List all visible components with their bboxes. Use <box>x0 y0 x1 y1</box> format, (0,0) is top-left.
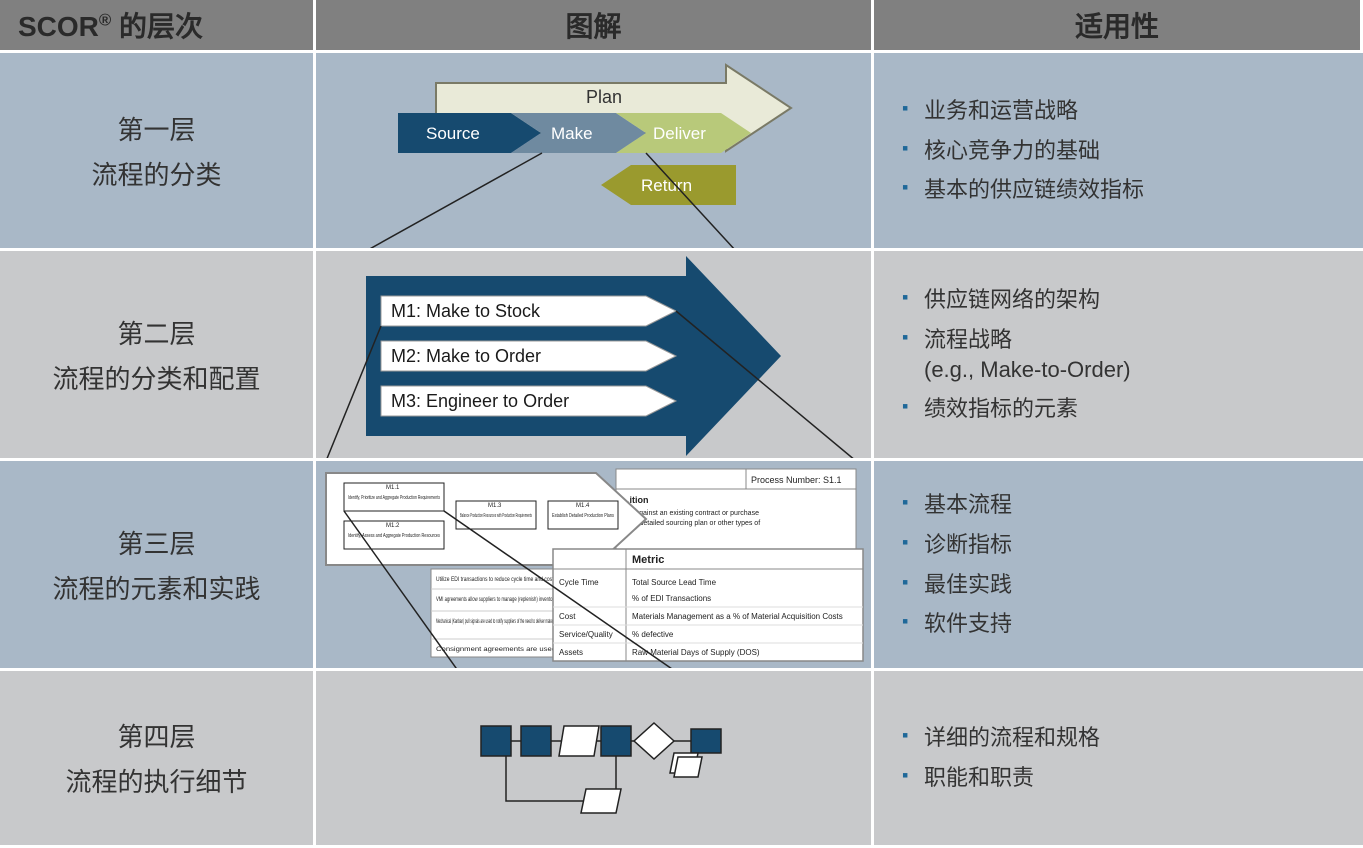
best-practices-panel: Utilize EDI transactions to reduce cycle… <box>431 569 561 657</box>
l3-item: 软件支持 <box>902 604 1363 644</box>
proc-num: Process Number: S1.1 <box>751 475 842 485</box>
m2-row: M2: Make to Order <box>381 341 676 371</box>
scor-l2-svg: M1: Make to Stock M2: Make to Order M3: … <box>316 251 874 461</box>
level4-name: 流程的执行细节 <box>65 762 247 799</box>
metric-hdr: Metric <box>632 554 664 566</box>
svg-text:M1.3: M1.3 <box>488 503 502 509</box>
svg-text:Materials Management as a % of: Materials Management as a % of Material … <box>632 612 843 621</box>
svg-text:Cost: Cost <box>559 612 576 621</box>
source-arrow: Source <box>398 113 541 153</box>
svg-text:M1.2: M1.2 <box>386 523 400 529</box>
level1-name: 流程的分类 <box>91 155 221 192</box>
scor-l4-svg <box>316 671 874 848</box>
svg-text:Total Source Lead Time: Total Source Lead Time <box>632 578 717 587</box>
return-arrow: Return <box>601 165 736 205</box>
svg-text:Balance Production Resources w: Balance Production Resources with Produc… <box>460 513 532 519</box>
m2-label: M2: Make to Order <box>391 346 541 366</box>
l4-item: 详细的流程和规格 <box>902 718 1363 758</box>
svg-text:VMI agreements allow suppliers: VMI agreements allow suppliers to manage… <box>436 597 556 603</box>
level3-name: 流程的元素和实践 <box>52 569 260 606</box>
level4-num: 第四层 <box>117 717 195 754</box>
svg-text:Assets: Assets <box>559 648 583 657</box>
level4-apply: 详细的流程和规格 职能和职责 <box>874 668 1363 845</box>
level2-name: 流程的分类和配置 <box>52 359 260 396</box>
level2-label: 第二层 流程的分类和配置 <box>0 248 316 458</box>
level4-label: 第四层 流程的执行细节 <box>0 668 316 845</box>
svg-text:% defective: % defective <box>632 630 674 639</box>
plan-label: Plan <box>586 87 622 107</box>
level1-label: 第一层 流程的分类 <box>0 50 316 248</box>
deliver-label: Deliver <box>653 124 706 143</box>
svg-text:Cycle Time: Cycle Time <box>559 578 599 587</box>
svg-text:M1.4: M1.4 <box>576 503 590 509</box>
l4-item: 职能和职责 <box>902 758 1363 798</box>
header-levels: SCOR® 的层次 <box>0 0 316 50</box>
m1-row: M1: Make to Stock <box>381 296 676 326</box>
svg-text:Identify, Prioritize and Aggre: Identify, Prioritize and Aggregate Produ… <box>348 495 440 501</box>
level2-num: 第二层 <box>117 314 195 351</box>
level3-diagram: Process Number: S1.1 ...ition ...al agai… <box>316 458 874 668</box>
svg-text:Mechanical (Kanban) pull signa: Mechanical (Kanban) pull signals are use… <box>436 619 556 625</box>
metrics-panel: Metric Cycle Time Total Source Lead Time… <box>553 549 863 661</box>
scor-levels-table: SCOR® 的层次 图解 适用性 第一层 流程的分类 Plan Source M… <box>0 0 1363 845</box>
l1-item: 业务和运营战略 <box>902 91 1363 131</box>
source-label: Source <box>426 124 480 143</box>
level1-apply: 业务和运营战略 核心竞争力的基础 基本的供应链绩效指标 <box>874 50 1363 248</box>
level3-apply: 基本流程 诊断指标 最佳实践 软件支持 <box>874 458 1363 668</box>
level1-diagram: Plan Source Make Deliver Return <box>316 50 874 248</box>
level1-num: 第一层 <box>117 110 195 147</box>
level2-diagram: M1: Make to Stock M2: Make to Order M3: … <box>316 248 874 458</box>
scor-l3-svg: Process Number: S1.1 ...ition ...al agai… <box>316 461 874 671</box>
l2-item: 流程战略 (e.g., Make-to-Order) <box>902 320 1363 389</box>
process-def-panel: Process Number: S1.1 ...ition ...al agai… <box>616 469 856 549</box>
make-label: Make <box>551 124 593 143</box>
l1-item: 核心竞争力的基础 <box>902 131 1363 171</box>
svg-text:% of EDI Transactions: % of EDI Transactions <box>632 594 711 603</box>
l3-item: 诊断指标 <box>902 525 1363 565</box>
m3-row: M3: Engineer to Order <box>381 386 676 416</box>
return-label: Return <box>641 176 692 195</box>
level2-apply: 供应链网络的架构 流程战略 (e.g., Make-to-Order) 绩效指标… <box>874 248 1363 458</box>
svg-text:Utilize EDI transactions to re: Utilize EDI transactions to reduce cycle… <box>436 577 556 583</box>
l3-item: 基本流程 <box>902 485 1363 525</box>
m1-label: M1: Make to Stock <box>391 301 541 321</box>
l2-item: 绩效指标的元素 <box>902 389 1363 429</box>
scor-l1-svg: Plan Source Make Deliver Return <box>316 53 874 251</box>
l3-item: 最佳实践 <box>902 565 1363 605</box>
header-applicability: 适用性 <box>874 0 1363 50</box>
svg-text:Consignment agreements are use: Consignment agreements are used <box>436 647 556 653</box>
level3-num: 第三层 <box>117 524 195 561</box>
m3-label: M3: Engineer to Order <box>391 391 569 411</box>
svg-text:Service/Quality: Service/Quality <box>559 630 613 639</box>
l1-item: 基本的供应链绩效指标 <box>902 170 1363 210</box>
level3-label: 第三层 流程的元素和实践 <box>0 458 316 668</box>
header-diagram: 图解 <box>316 0 874 50</box>
svg-text:Establish Detailed Production: Establish Detailed Production Plans <box>552 513 614 519</box>
l2-item: 供应链网络的架构 <box>902 280 1363 320</box>
svg-text:M1.1: M1.1 <box>386 485 400 491</box>
svg-text:Raw Material Days of Supply (D: Raw Material Days of Supply (DOS) <box>632 648 760 657</box>
level4-diagram <box>316 668 874 845</box>
